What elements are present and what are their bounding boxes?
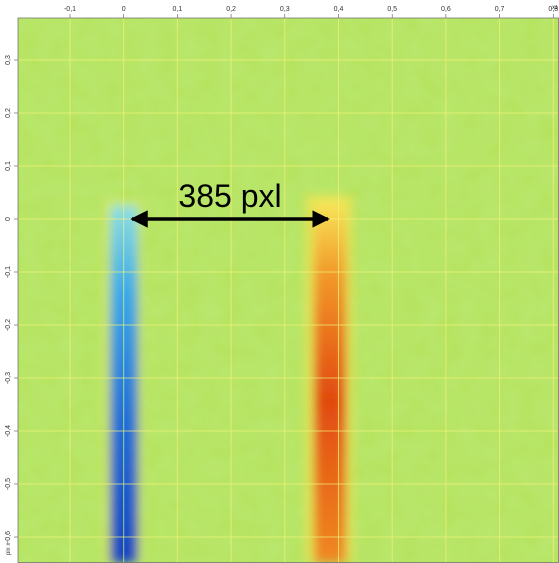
x-tick-label: 0,7 xyxy=(495,6,505,13)
y-tick-label: -0,1 xyxy=(5,266,12,278)
x-tick-label: 0,4 xyxy=(334,6,344,13)
x-tick-label: 0,8 xyxy=(548,6,558,13)
x-tick-label: 0,2 xyxy=(226,6,236,13)
y-tick-label: 0,2 xyxy=(5,108,12,118)
y-tick-label: 0,1 xyxy=(5,161,12,171)
red-stripe xyxy=(314,200,346,563)
y-tick-label: 0 xyxy=(5,217,12,221)
x-tick-label: -0,1 xyxy=(64,6,76,13)
texture xyxy=(18,18,559,563)
annotation: 385 pxl xyxy=(178,178,281,214)
tick-labels: -0,1 0 0,1 0,2 0,3 0,4 0,5 0,6 0,7 0,8 0,3 0,2 0,1 0 -… xyxy=(5,6,558,543)
x-corner-label: x1 xyxy=(552,5,559,11)
y-tick-label: -0,4 xyxy=(5,425,12,437)
x-tick-label: 0,5 xyxy=(387,6,397,13)
grid xyxy=(14,14,559,563)
y-tick-label: -0,5 xyxy=(5,478,12,490)
y-tick-label: -0,2 xyxy=(5,319,12,331)
x-tick-label: 0,1 xyxy=(173,6,183,13)
x-tick-label: 0,3 xyxy=(280,6,290,13)
y-tick-label: 0,3 xyxy=(5,55,12,65)
y-tick-label: -0,6 xyxy=(5,531,12,543)
x-tick-label: 0,6 xyxy=(441,6,451,13)
y-tick-label: -0,3 xyxy=(5,372,12,384)
x-tick-label: 0 xyxy=(122,6,126,13)
y-axis-label: pix x xyxy=(6,543,12,555)
